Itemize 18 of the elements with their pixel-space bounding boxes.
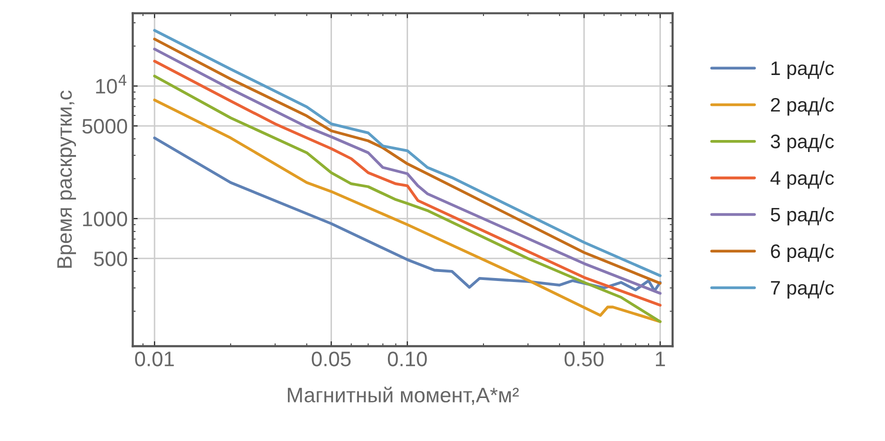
x-tick-label: 0.05	[312, 352, 351, 366]
x-tick-label: 0.10	[388, 352, 427, 366]
legend-label: 1 рад/с	[772, 60, 834, 79]
y-tick-label: 500	[94, 251, 128, 266]
legend-label: 5 рад/с	[770, 207, 834, 226]
legend-label: 2 рад/с	[771, 97, 834, 116]
legend-label: 4 рад/с	[770, 170, 834, 189]
legend-label: 6 рад/с	[771, 244, 834, 262]
y-axis-title: Время раскрутки,с	[57, 90, 76, 268]
legend-label: 7 рад/с	[771, 280, 834, 299]
y-tick-label: 1000	[83, 212, 128, 226]
x-tick-label: 0.01	[135, 352, 174, 366]
legend-label: 3 рад/с	[770, 134, 834, 152]
x-axis-title: Магнитный момент,А*м²	[288, 386, 519, 405]
y-tick-label: 10$^{4}$	[96, 74, 126, 94]
y-tick-label: 5000	[82, 118, 128, 134]
x-tick-label: 0.50	[564, 352, 604, 366]
x-tick-label: 1	[656, 352, 665, 366]
